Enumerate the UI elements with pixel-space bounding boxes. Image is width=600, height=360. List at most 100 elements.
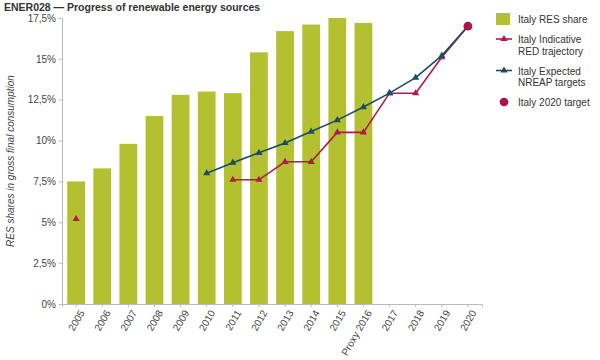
legend-marker — [500, 66, 507, 72]
tick: 2008 — [144, 304, 165, 333]
tick-mark — [59, 18, 62, 19]
tick-label: 2013 — [275, 308, 296, 333]
marker — [412, 89, 419, 95]
marker — [73, 215, 80, 221]
line — [76, 26, 468, 219]
marker — [334, 116, 341, 122]
legend-item: Italy RES share — [496, 13, 588, 25]
tick: 2020 — [458, 304, 479, 333]
bar-series — [67, 18, 372, 304]
axis-line — [59, 19, 63, 305]
plot: 0%2,5%5%7,5%10%12,5%15%17,5%200520062007… — [28, 13, 483, 358]
tick-label: 10% — [36, 135, 56, 146]
tick: 2009 — [171, 304, 192, 333]
marker — [360, 128, 367, 134]
tick-label: 2011 — [223, 308, 243, 333]
tick-mark — [415, 304, 416, 307]
tick-label: 2020 — [458, 308, 479, 333]
tick-mark — [311, 304, 312, 307]
tick-mark — [102, 304, 103, 307]
tick-mark — [389, 304, 390, 307]
marker — [386, 89, 393, 95]
bar — [93, 168, 111, 304]
marker — [229, 176, 236, 182]
tick-mark — [258, 304, 259, 307]
legend: Italy RES share Italy IndicativeRED traje… — [496, 13, 590, 108]
tick: 2,5% — [33, 258, 62, 269]
line-series — [203, 22, 471, 175]
marker — [281, 139, 288, 145]
legend-label: Italy ExpectedNREAP targets — [518, 66, 586, 89]
tick-mark — [285, 304, 286, 307]
marker — [255, 176, 262, 182]
tick: 15% — [36, 54, 62, 65]
bar — [224, 93, 242, 304]
bar — [119, 144, 137, 304]
legend-swatch — [496, 13, 510, 25]
tick-mark — [441, 304, 442, 307]
tick: 12,5% — [28, 94, 62, 105]
chart: ENER028 — Progress of renewable energy s… — [0, 0, 600, 360]
tick: 2012 — [249, 304, 270, 333]
marker — [308, 158, 315, 164]
tick-label: 2,5% — [33, 258, 56, 269]
tick-mark — [154, 304, 155, 307]
tick-mark — [59, 59, 62, 60]
axis-line — [63, 305, 483, 308]
tick-label: 2010 — [197, 308, 218, 333]
tick: 2006 — [92, 304, 113, 333]
tick: 2015 — [327, 304, 348, 333]
tick-label: 2008 — [144, 308, 165, 333]
tick-mark — [180, 304, 181, 307]
legend-marker — [500, 98, 509, 107]
tick: 10% — [36, 135, 62, 146]
tick-mark — [59, 141, 62, 142]
x-axis: 2005200620072008200920102011201220132014… — [63, 304, 483, 357]
tick-label: 2017 — [380, 308, 401, 333]
bar — [355, 23, 373, 304]
tick-mark — [337, 304, 338, 307]
tick-label: 2015 — [327, 308, 348, 333]
bar — [172, 95, 190, 304]
marker — [281, 158, 288, 164]
tick: 17,5% — [28, 13, 62, 24]
tick-mark — [59, 181, 62, 182]
legend-item: Italy ExpectedNREAP targets — [496, 66, 586, 89]
marker — [412, 74, 419, 80]
tick: 2013 — [275, 304, 296, 333]
tick-label: 5% — [42, 217, 57, 228]
legend-marker — [500, 35, 507, 41]
tick-label: 17,5% — [28, 13, 56, 24]
tick-mark — [206, 304, 207, 307]
legend-item: Italy IndicativeRED trajectory — [496, 34, 583, 57]
tick: 0% — [42, 299, 62, 310]
marker — [308, 127, 315, 133]
tick-label: 2005 — [66, 308, 87, 333]
tick: 7,5% — [33, 176, 62, 187]
tick-mark — [59, 263, 62, 264]
legend-label: Italy RES share — [518, 14, 588, 25]
bar — [198, 92, 216, 304]
tick-mark — [128, 304, 129, 307]
tick-label: 2012 — [249, 308, 270, 333]
title: ENER028 — Progress of renewable energy s… — [4, 1, 260, 13]
tick-label: 15% — [36, 54, 56, 65]
marker — [255, 149, 262, 155]
tick-mark — [59, 222, 62, 223]
tick-mark — [363, 304, 364, 307]
tick-label: 12,5% — [28, 94, 56, 105]
tick-mark — [59, 100, 62, 101]
tick: 2014 — [301, 304, 322, 333]
marker — [464, 22, 473, 31]
bar — [276, 31, 294, 304]
marks — [67, 18, 472, 304]
tick: 2005 — [66, 304, 87, 333]
tick-label: 7,5% — [33, 176, 56, 187]
tick: 5% — [42, 217, 62, 228]
tick: 2011 — [223, 304, 243, 332]
legend-label: Italy IndicativeRED trajectory — [518, 34, 583, 57]
scatter-series — [464, 22, 473, 31]
y-axis-title: RES shares in gross final consumption — [5, 75, 16, 247]
tick-mark — [59, 304, 62, 305]
tick-label: 2018 — [406, 308, 427, 333]
